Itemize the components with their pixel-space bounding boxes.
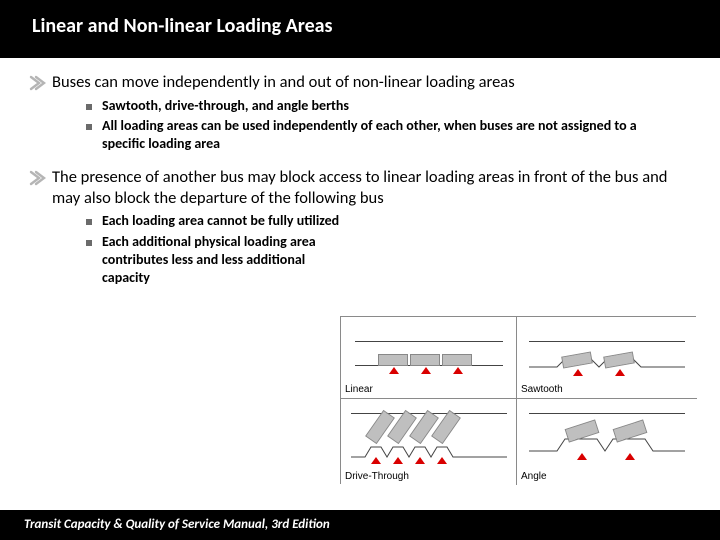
- sub-item: Each additional physical loading area co…: [86, 233, 386, 288]
- road-line: [355, 341, 503, 342]
- title-bar: Linear and Non-linear Loading Areas: [0, 0, 720, 58]
- diagram-cell-linear: Linear: [341, 317, 517, 399]
- marker-icon: [437, 457, 447, 464]
- square-icon: [86, 124, 92, 130]
- square-icon: [86, 219, 92, 225]
- marker-icon: [625, 453, 635, 460]
- bullet-1-sub-2: All loading areas can be used independen…: [102, 117, 682, 153]
- marker-icon: [415, 457, 425, 464]
- sub-item: Sawtooth, drive-through, and angle berth…: [86, 97, 692, 115]
- bullet-2-sublist: Each loading area cannot be fully utiliz…: [86, 212, 386, 287]
- bullet-1-text: Buses can move independently in and out …: [52, 72, 515, 93]
- bus-shape: [411, 355, 439, 365]
- bullet-1-sublist: Sawtooth, drive-through, and angle berth…: [86, 97, 692, 154]
- diagram-label-linear: Linear: [345, 384, 373, 395]
- diagram-cell-angle: Angle: [517, 399, 697, 485]
- square-icon: [86, 240, 92, 246]
- marker-icon: [421, 367, 431, 374]
- loading-area-diagram: Linear Sawtooth: [340, 316, 696, 484]
- marker-icon: [453, 367, 463, 374]
- bullet-2-text: The presence of another bus may block ac…: [52, 167, 692, 208]
- chevron-icon: [28, 74, 46, 92]
- marker-icon: [371, 457, 381, 464]
- bullet-2-sub-2: Each additional physical loading area co…: [102, 233, 342, 288]
- content-area: Buses can move independently in and out …: [0, 58, 720, 287]
- diagram-cell-drivethrough: Drive-Through: [341, 399, 517, 485]
- bus-shape: [379, 355, 407, 365]
- marker-icon: [573, 369, 583, 376]
- marker-icon: [389, 367, 399, 374]
- marker-icon: [577, 453, 587, 460]
- bullet-1: Buses can move independently in and out …: [28, 72, 692, 93]
- chevron-icon: [28, 169, 46, 187]
- sub-item: Each loading area cannot be fully utiliz…: [86, 212, 386, 230]
- road-line: [355, 365, 503, 366]
- square-icon: [86, 104, 92, 110]
- marker-icon: [393, 457, 403, 464]
- bullet-1-sub-1: Sawtooth, drive-through, and angle berth…: [102, 97, 349, 115]
- footer-bar: Transit Capacity & Quality of Service Ma…: [0, 510, 720, 540]
- slide: Linear and Non-linear Loading Areas Buse…: [0, 0, 720, 540]
- diagram-label-angle: Angle: [521, 471, 547, 482]
- marker-icon: [615, 369, 625, 376]
- footer-text: Transit Capacity & Quality of Service Ma…: [24, 517, 330, 532]
- diagram-cell-sawtooth: Sawtooth: [517, 317, 697, 399]
- diagram-label-drivethrough: Drive-Through: [345, 471, 409, 482]
- slide-title: Linear and Non-linear Loading Areas: [32, 14, 333, 38]
- bullet-2-sub-1: Each loading area cannot be fully utiliz…: [102, 212, 339, 230]
- bus-shape: [443, 355, 471, 365]
- sub-item: All loading areas can be used independen…: [86, 117, 692, 153]
- diagram-label-sawtooth: Sawtooth: [521, 384, 563, 395]
- bullet-2: The presence of another bus may block ac…: [28, 167, 692, 208]
